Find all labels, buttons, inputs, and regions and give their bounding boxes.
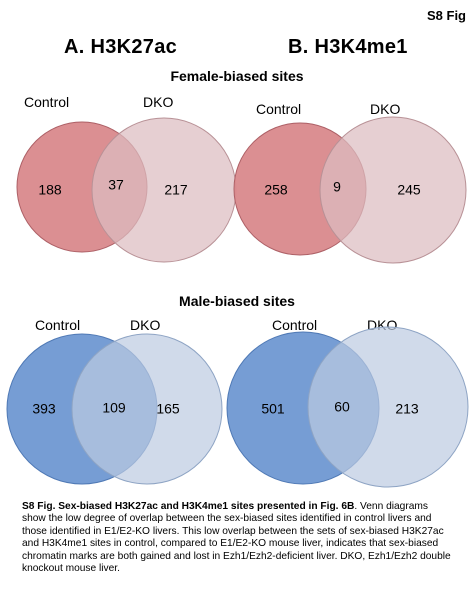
female-b-dko-label: DKO [370, 101, 401, 117]
venn-diagrams: 188 37 217 258 9 245 393 109 165 501 60 … [6, 116, 469, 488]
count-overlap: 37 [108, 177, 124, 193]
panel-a-title: A. H3K27ac [64, 36, 178, 58]
count-overlap: 109 [102, 400, 126, 416]
count-dko-only: 217 [164, 182, 188, 198]
count-control-only: 258 [264, 182, 288, 198]
male-section-title: Male-biased sites [179, 293, 295, 309]
count-dko-only: 165 [156, 401, 180, 417]
female-a-dko-label: DKO [143, 94, 174, 110]
caption-text: . Venn diagrams show the low degree of o… [22, 501, 451, 575]
count-control-only: 501 [261, 401, 285, 417]
count-dko-only: 245 [397, 182, 421, 198]
female-b-control-label: Control [256, 101, 302, 117]
female-section-title: Female-biased sites [170, 68, 304, 84]
figure-tag: S8 Fig [426, 8, 466, 23]
venn-circle-dko [71, 333, 223, 485]
venn-circle-dko [319, 116, 467, 264]
venn-male-h3k27ac: 393 109 165 [6, 333, 223, 485]
count-control-only: 188 [38, 182, 62, 198]
count-control-only: 393 [32, 401, 56, 417]
venn-female-h3k27ac: 188 37 217 [16, 117, 237, 263]
venn-circle-dko [307, 326, 469, 488]
count-dko-only: 213 [395, 401, 419, 417]
count-overlap: 60 [334, 399, 350, 415]
male-a-control-label: Control [35, 317, 81, 333]
count-overlap: 9 [333, 179, 341, 195]
female-a-control-label: Control [24, 94, 70, 110]
panel-b-title: B. H3K4me1 [288, 36, 408, 58]
male-b-control-label: Control [272, 317, 318, 333]
venn-female-h3k4me1: 258 9 245 [233, 116, 467, 264]
male-a-dko-label: DKO [130, 317, 161, 333]
figure-caption: S8 Fig. Sex-biased H3K27ac and H3K4me1 s… [22, 501, 454, 575]
caption-title: S8 Fig. Sex-biased H3K27ac and H3K4me1 s… [22, 501, 355, 512]
venn-male-h3k4me1: 501 60 213 [226, 326, 469, 488]
